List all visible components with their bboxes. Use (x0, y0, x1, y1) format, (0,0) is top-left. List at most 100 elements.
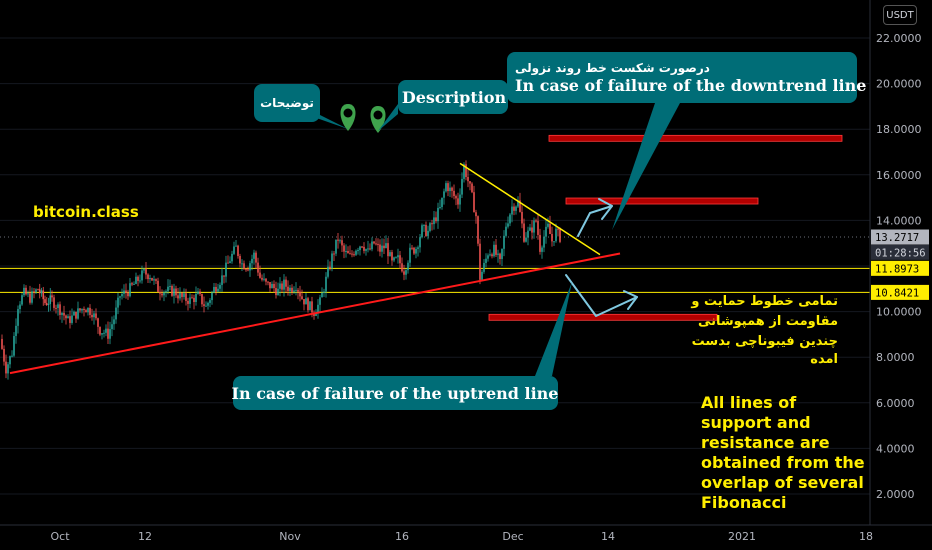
map-pin-icon-1[interactable] (340, 104, 356, 131)
candle-body (325, 276, 327, 292)
candle-body (275, 288, 277, 296)
candle-body (491, 254, 493, 257)
callout-description-text: Description (402, 88, 507, 107)
note-en-line-3: resistance are (701, 433, 830, 452)
x-axis-ticks: Oct 12 Nov 16 Dec 14 2021 18 (50, 530, 873, 543)
candle-body (281, 283, 283, 290)
candle-body (459, 194, 461, 205)
downtrend-line (459, 162, 601, 256)
candle-body (113, 319, 115, 325)
candle-body (541, 247, 543, 252)
candle-body (343, 245, 345, 252)
candle-body (457, 198, 459, 205)
candle-body (383, 245, 385, 249)
candle-body (101, 333, 103, 335)
candle-body (357, 250, 359, 252)
candle-body (269, 282, 271, 289)
candle-body (81, 308, 83, 311)
callout-downtrend[interactable]: درصورت شکست خط روند نزولی In case of fai… (507, 52, 866, 230)
x-tick-label-5: 14 (601, 530, 615, 543)
candle-body (261, 277, 263, 280)
candle-body (179, 292, 181, 299)
y-tick-label-4: 14.0000 (876, 214, 922, 227)
candle-body (347, 250, 349, 254)
candle-body (507, 223, 509, 227)
candle-body (481, 271, 483, 280)
candle-body (199, 291, 201, 295)
candle-body (35, 289, 37, 293)
candle-body (381, 245, 383, 252)
candle-body (67, 316, 69, 319)
candle-body (501, 248, 503, 259)
candle-body (42, 290, 45, 300)
candle-body (143, 269, 145, 271)
candle-body (267, 281, 269, 283)
candle-body (379, 244, 381, 252)
candle-body (299, 291, 301, 297)
price-tags: 13.2717 01:28:56 11.8973 10.8421 (871, 229, 929, 300)
candle-body (285, 279, 287, 287)
candle-body (273, 283, 275, 289)
x-tick-label-4: Dec (502, 530, 523, 543)
candle-body (499, 253, 501, 259)
candle-body (25, 287, 27, 295)
candle-body (5, 361, 7, 374)
callout-uptrend[interactable]: In case of failure of the uptrend line (232, 282, 572, 410)
callout-description[interactable]: Description (378, 80, 508, 131)
candle-body (29, 293, 31, 303)
y-tick-label-9: 4.0000 (876, 442, 915, 455)
candle-body (485, 258, 487, 263)
candle-body (265, 278, 267, 282)
y-axis-ticks: 22.000020.000018.000016.000014.000012.00… (876, 32, 922, 501)
candle-body (57, 304, 59, 309)
x-tick-label-7: 18 (859, 530, 873, 543)
candle-body (219, 284, 221, 289)
candle-body (47, 303, 50, 305)
candles (1, 160, 561, 380)
candle-body (13, 335, 15, 356)
note-en-line-4: obtained from the (701, 453, 865, 472)
candle-body (271, 283, 273, 289)
candle-body (241, 263, 243, 265)
candle-body (403, 271, 405, 275)
candle-body (411, 247, 413, 249)
candle-body (229, 261, 231, 263)
candle-body (473, 192, 475, 213)
candle-body (231, 253, 233, 262)
candle-body (95, 313, 97, 319)
x-tick-label-0: Oct (50, 530, 70, 543)
candle-body (345, 250, 347, 252)
candle-body (38, 289, 41, 294)
callout-uptrend-text: In case of failure of the uptrend line (232, 384, 559, 403)
brand-label: bitcoin.class (33, 203, 139, 221)
x-tick-label-1: 12 (138, 530, 152, 543)
candle-body (19, 304, 21, 310)
candle-body (317, 304, 319, 314)
candle-body (441, 197, 443, 207)
candle-body (517, 200, 519, 207)
candle-body (121, 293, 123, 297)
y-tick-label-8: 6.0000 (876, 397, 915, 410)
arrow-down-path (565, 274, 638, 317)
currency-badge[interactable]: USDT (883, 5, 917, 25)
candle-body (425, 224, 427, 236)
candle-body (21, 295, 23, 305)
candle-body (461, 178, 463, 195)
candle-body (557, 228, 559, 230)
candle-body (293, 290, 295, 292)
candle-body (431, 223, 433, 225)
candle-body (161, 293, 163, 296)
arrow-up-head (598, 198, 613, 220)
candle-body (193, 297, 195, 303)
candle-body (301, 296, 303, 300)
callout-fa-label[interactable]: توضیحات (254, 84, 348, 129)
candle-body (467, 177, 469, 182)
candle-body (117, 297, 119, 308)
candle-body (469, 181, 471, 184)
callout-downtrend-en: In case of failure of the downtrend line (515, 76, 866, 95)
candle-body (489, 254, 491, 256)
candle-body (217, 288, 219, 292)
candle-body (463, 164, 465, 179)
note-en-line-5: overlap of several (701, 473, 864, 492)
